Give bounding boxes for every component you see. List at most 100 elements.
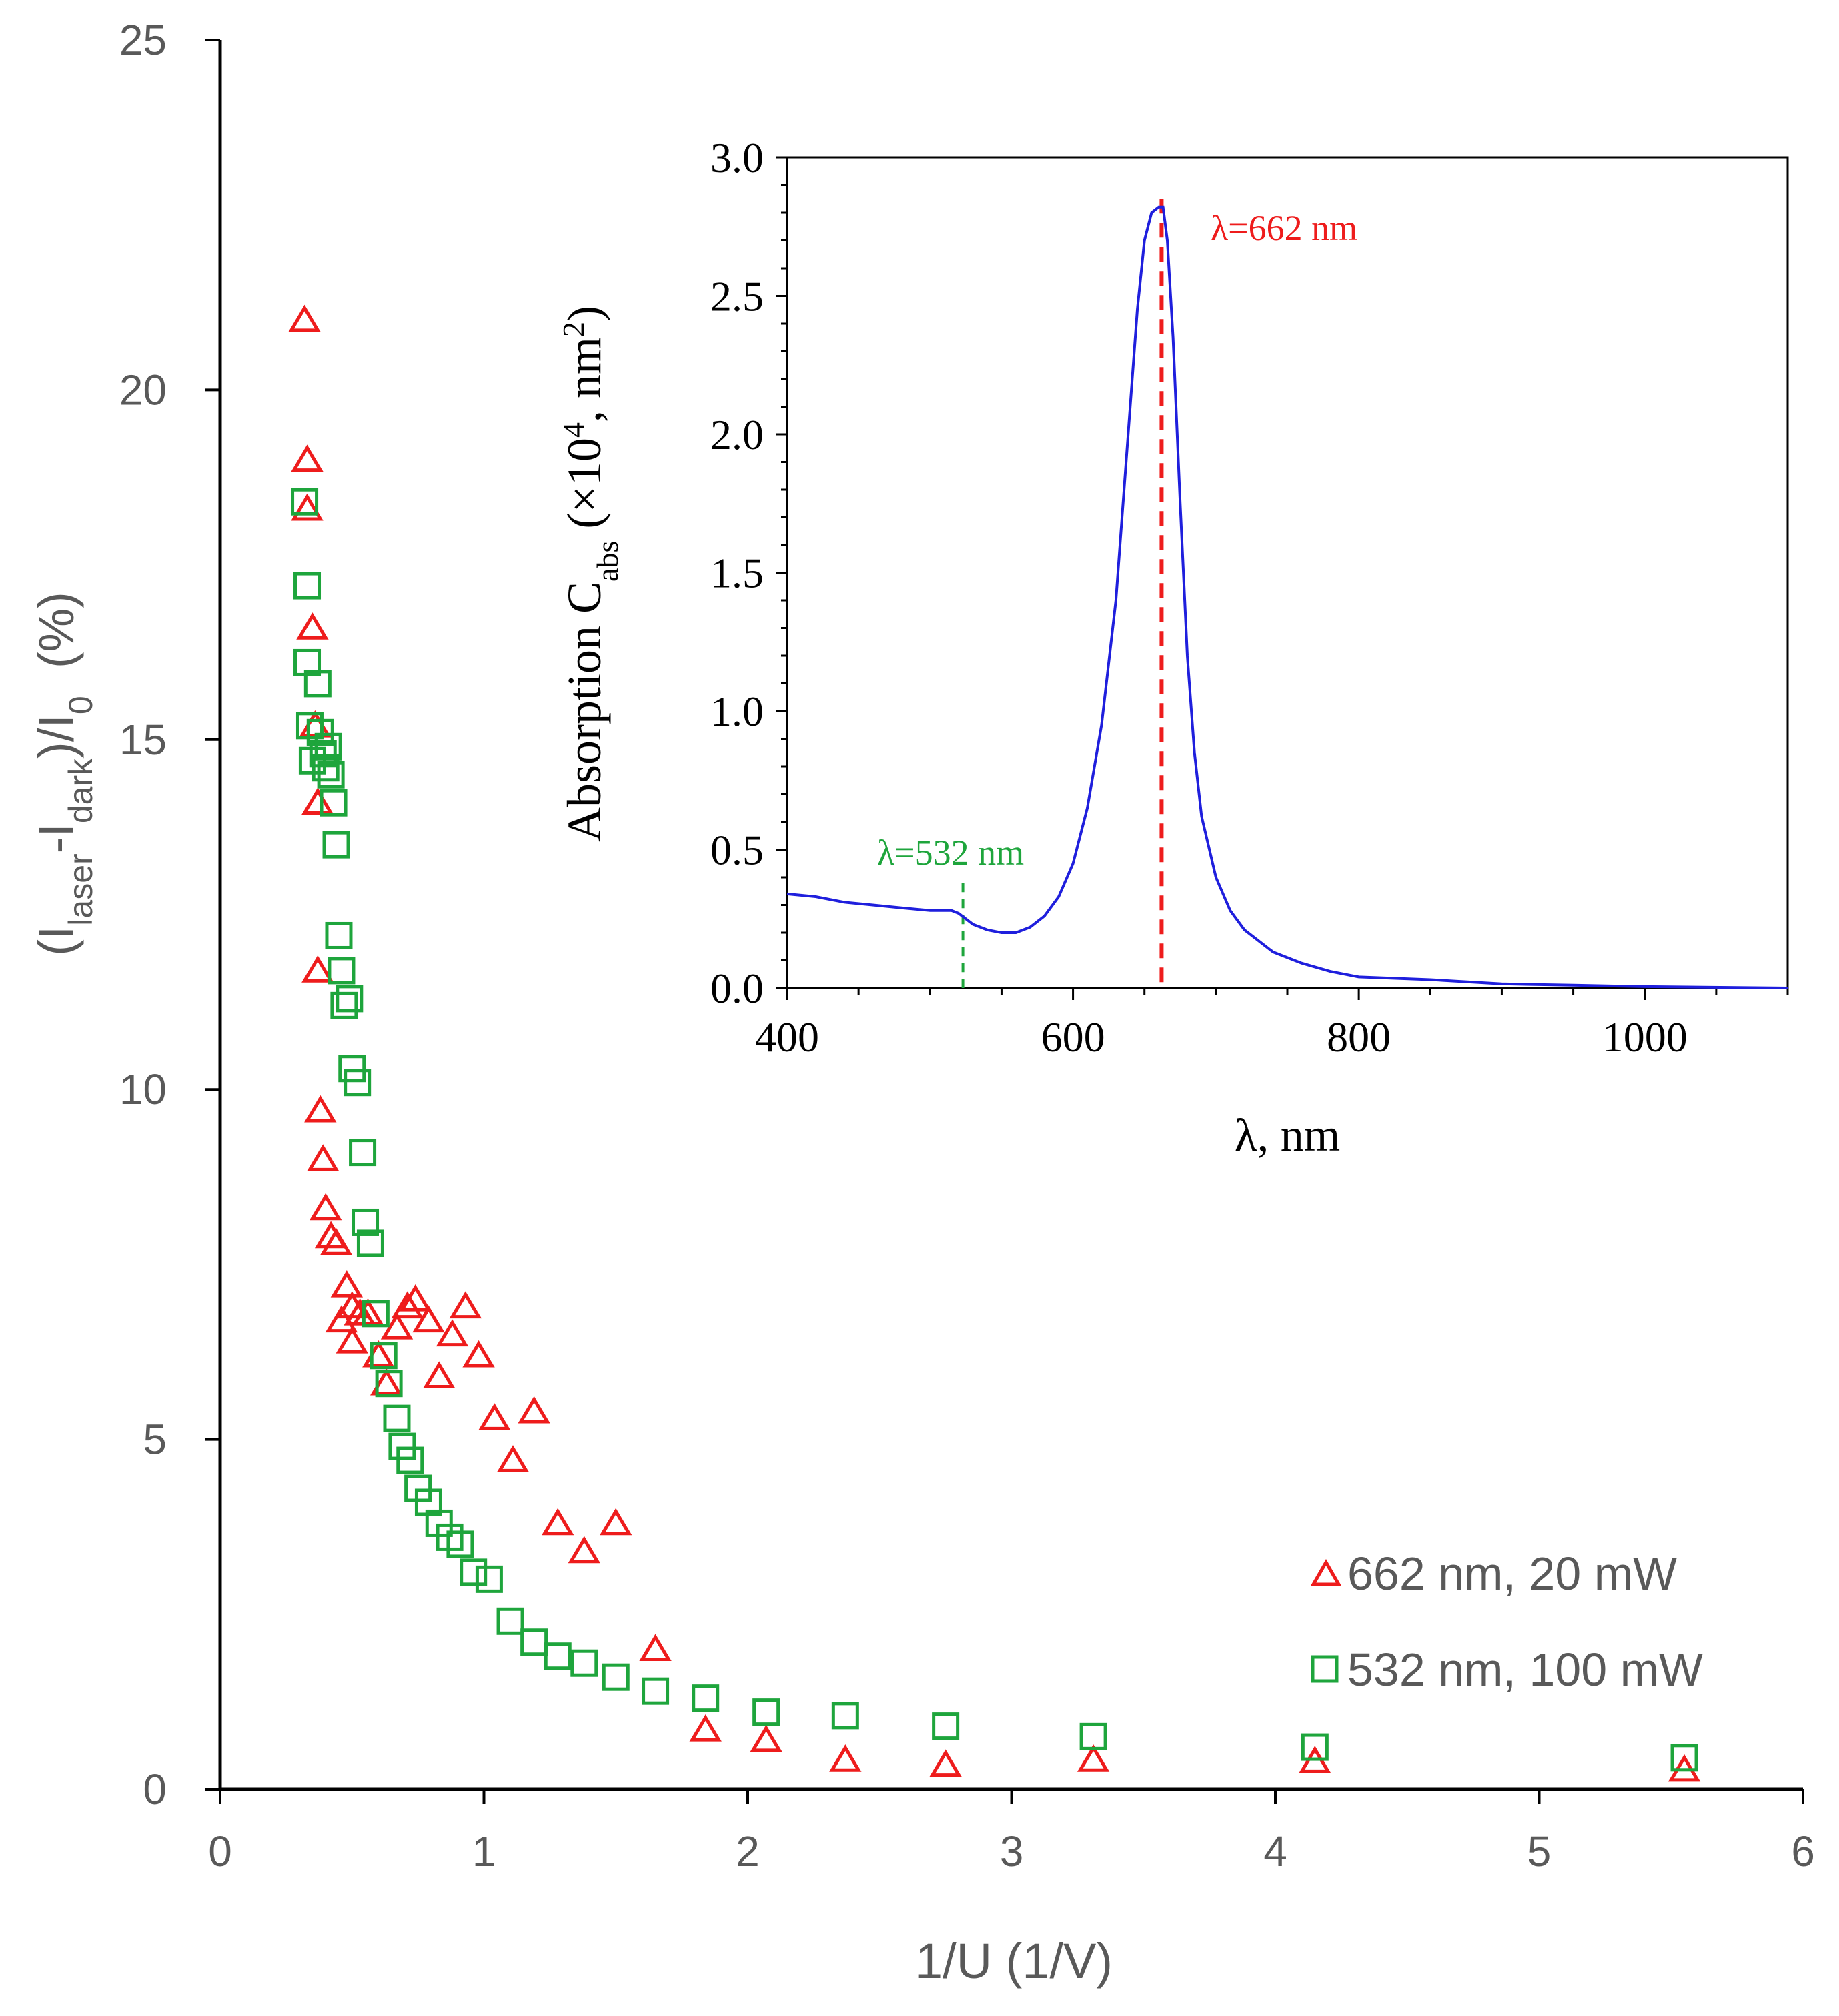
data-point-532nm xyxy=(544,1642,572,1670)
legend-triangle-icon xyxy=(1310,1558,1342,1586)
data-point-662nm xyxy=(462,1340,495,1368)
inset-x-tick-label: 1000 xyxy=(1602,1013,1688,1061)
data-point-662nm xyxy=(301,787,334,815)
data-point-532nm xyxy=(642,1677,670,1705)
data-point-532nm xyxy=(336,985,364,1013)
data-point-532nm xyxy=(375,1370,403,1398)
data-point-662nm xyxy=(296,612,329,640)
data-point-532nm xyxy=(328,957,356,985)
data-point-532nm xyxy=(320,789,348,817)
main-x-tick-label: 2 xyxy=(736,1827,760,1875)
main-y-tick-label: 0 xyxy=(143,1765,167,1813)
data-point-662nm xyxy=(423,1361,456,1389)
data-point-662nm xyxy=(496,1445,530,1472)
data-point-532nm xyxy=(602,1663,630,1691)
data-point-532nm xyxy=(388,1432,416,1460)
data-point-532nm xyxy=(291,488,319,516)
inset-y-tick-label: 1.0 xyxy=(710,688,764,735)
data-point-662nm xyxy=(750,1724,782,1752)
annotation-662nm: λ=662 nm xyxy=(1211,208,1357,248)
main-y-tick-label: 5 xyxy=(143,1416,167,1464)
data-point-532nm xyxy=(293,572,322,600)
data-point-662nm xyxy=(391,1291,424,1319)
data-point-662nm xyxy=(288,304,321,332)
inset-x-tick-label: 600 xyxy=(1041,1013,1105,1061)
main-y-tick-label: 25 xyxy=(119,16,167,64)
data-point-532nm xyxy=(1079,1722,1107,1750)
data-point-532nm xyxy=(446,1530,474,1558)
data-point-532nm xyxy=(370,1342,398,1370)
main-y-axis-label: (Ilaser-Idark)/I0 (%) xyxy=(29,592,99,956)
data-point-532nm xyxy=(520,1628,548,1656)
data-point-532nm xyxy=(322,831,350,859)
data-point-662nm xyxy=(568,1536,600,1564)
legend: 662 nm, 20 mW 532 nm, 100 mW xyxy=(1310,1548,1703,1696)
data-point-662nm xyxy=(542,1508,574,1536)
inset-y-tick-label: 0.0 xyxy=(710,965,764,1012)
annotation-532nm: λ=532 nm xyxy=(877,833,1024,873)
data-point-532nm xyxy=(325,921,353,949)
data-point-532nm xyxy=(752,1698,780,1726)
data-point-662nm xyxy=(518,1396,550,1424)
main-x-tick-label: 1 xyxy=(472,1827,496,1875)
data-point-662nm xyxy=(600,1508,632,1536)
data-point-662nm xyxy=(336,1326,368,1354)
data-point-662nm xyxy=(639,1634,672,1662)
main-chart: 0 1 2 3 4 5 6 0 5 10 15 20 25 1/U (1/V) (Ilaser-Ida… xyxy=(29,16,1815,1989)
data-point-532nm xyxy=(314,732,342,761)
data-point-662nm xyxy=(291,493,324,521)
main-x-tick-label: 5 xyxy=(1527,1827,1552,1875)
inset-y-tick-label: 3.0 xyxy=(710,134,764,181)
data-point-662nm xyxy=(478,1403,511,1430)
inset-plot-frame xyxy=(786,156,1789,989)
data-point-532nm xyxy=(692,1684,720,1712)
main-y-tick-labels: 0 5 10 15 20 25 xyxy=(119,16,167,1813)
main-x-tick-label: 0 xyxy=(208,1827,232,1875)
data-point-662nm xyxy=(399,1284,432,1312)
legend-label-532nm: 532 nm, 100 mW xyxy=(1347,1644,1703,1696)
inset-y-tick-label: 2.5 xyxy=(710,273,764,320)
data-point-662nm xyxy=(310,1193,342,1221)
data-point-662nm xyxy=(370,1368,403,1396)
data-point-532nm xyxy=(1670,1744,1698,1772)
data-point-662nm xyxy=(1077,1744,1110,1772)
data-point-532nm xyxy=(1301,1733,1329,1761)
inset-y-tick-label: 0.5 xyxy=(710,827,764,874)
data-point-532nm xyxy=(356,1229,384,1257)
data-point-532nm xyxy=(383,1404,411,1432)
inset-x-axis-label: λ, nm xyxy=(1235,1110,1340,1161)
inset-x-tick-label: 800 xyxy=(1327,1013,1391,1061)
inset-chart: 400 600 800 1000 0.0 0.5 1.0 1.5 2.0 2.5 3.0 λ=66… xyxy=(556,134,1789,1161)
data-point-532nm xyxy=(330,991,358,1019)
data-point-662nm xyxy=(352,1298,384,1326)
data-point-532nm xyxy=(303,670,332,698)
data-point-662nm xyxy=(330,1270,364,1298)
data-point-532nm xyxy=(396,1446,424,1474)
main-x-tick-label: 3 xyxy=(1000,1827,1024,1875)
data-point-662nm xyxy=(380,1312,414,1340)
inset-x-tick-label: 400 xyxy=(755,1013,819,1061)
main-x-tick-label: 4 xyxy=(1263,1827,1287,1875)
data-point-532nm xyxy=(309,740,337,768)
data-point-662nm xyxy=(829,1744,862,1772)
main-x-tick-label: 6 xyxy=(1791,1827,1815,1875)
data-point-662nm xyxy=(449,1291,482,1319)
inset-x-tick-labels: 400 600 800 1000 xyxy=(755,1013,1688,1061)
legend-square-icon xyxy=(1311,1655,1339,1683)
data-point-532nm xyxy=(349,1139,377,1167)
data-point-662nm xyxy=(291,444,324,472)
data-point-532nm xyxy=(496,1607,524,1635)
data-point-662nm xyxy=(436,1319,469,1347)
main-x-axis-label: 1/U (1/V) xyxy=(915,1933,1113,1989)
data-point-532nm xyxy=(352,1208,380,1236)
data-point-662nm xyxy=(689,1714,722,1742)
data-point-532nm xyxy=(344,1069,372,1097)
inset-y-tick-label: 1.5 xyxy=(710,550,764,597)
inset-y-tick-labels: 0.0 0.5 1.0 1.5 2.0 2.5 3.0 xyxy=(710,134,764,1012)
data-point-532nm xyxy=(932,1712,960,1740)
data-point-532nm xyxy=(317,761,345,789)
data-point-532nm xyxy=(306,718,334,746)
data-point-532nm xyxy=(312,754,340,782)
data-point-662nm xyxy=(307,1144,340,1171)
main-y-tick-label: 15 xyxy=(119,716,167,764)
